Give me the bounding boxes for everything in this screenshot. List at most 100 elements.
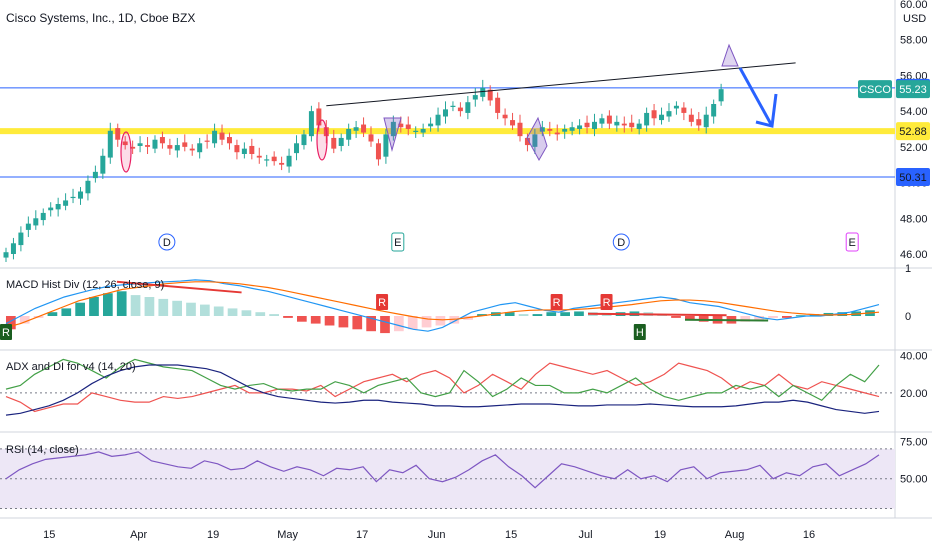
time-tick-label: Apr [130, 529, 147, 541]
candle-body [40, 212, 46, 221]
projection-arrow-head [755, 93, 778, 128]
macd-histogram-bar [671, 316, 681, 318]
last-price-tag: 55.23 [899, 84, 927, 96]
candle-body [450, 105, 456, 107]
candle-body [413, 130, 419, 132]
candle-body [644, 112, 650, 126]
macd-histogram-bar [89, 297, 99, 316]
rsi-line [5, 451, 880, 489]
candle-body [346, 129, 352, 140]
candle-body [375, 143, 381, 160]
candle-body [331, 137, 337, 149]
candle-body [167, 145, 173, 149]
projection-triangle [721, 43, 739, 67]
candle-body [398, 123, 404, 128]
time-tick-label: Jul [579, 529, 593, 541]
candle-body [226, 137, 232, 144]
candle-body [271, 156, 277, 162]
candle-body [435, 114, 441, 126]
candle-body [629, 122, 635, 128]
time-tick-label: 19 [207, 529, 219, 541]
adx-title[interactable]: ADX and DI for v4 (14, 20) [6, 361, 136, 373]
price-tick-label: 52.00 [900, 142, 928, 154]
macd-histogram-bar [158, 298, 169, 316]
symbol-title[interactable]: Cisco Systems, Inc., 1D, Cboe BZX [6, 11, 196, 25]
candle-body [428, 123, 434, 127]
macd-histogram-bar [698, 316, 709, 322]
candle-body [353, 127, 359, 131]
candle-body [48, 207, 54, 211]
candle-body [249, 145, 255, 154]
macd-histogram-bar [338, 316, 349, 328]
macd-histogram-bar [449, 316, 460, 324]
candle-body [681, 107, 687, 113]
candle-body [472, 95, 478, 100]
price-tick-label: 46.00 [900, 249, 928, 261]
time-tick-label: Jun [428, 529, 446, 541]
macd-tick-label: 1 [905, 263, 911, 275]
candle-body [673, 105, 679, 109]
trendline [326, 62, 796, 107]
rsi-title[interactable]: RSI (14, close) [6, 444, 79, 456]
candle-body [279, 162, 285, 165]
macd-histogram-bar [130, 295, 141, 316]
adx-tick-label: 20.00 [900, 388, 928, 400]
macd-histogram-bar [504, 312, 515, 316]
last-price-tag-box [896, 80, 930, 99]
macd-histogram-bar [213, 306, 224, 316]
axes: 60.0058.0056.0054.0052.0050.0048.0046.00… [43, 0, 930, 541]
dividend-marker-circle [158, 233, 176, 251]
candle-body [606, 115, 612, 124]
candle-body [234, 145, 240, 153]
candle-body [301, 134, 307, 146]
price-level-tag: 50.31 [899, 172, 927, 184]
candle-body [100, 155, 106, 174]
rsi-tick-label: 50.00 [900, 474, 928, 486]
candle-body [197, 143, 203, 153]
price-tick-label: 48.00 [900, 213, 928, 225]
macd-histogram-bar [352, 316, 363, 330]
currency-label: USD [903, 13, 926, 25]
candle-body [107, 130, 113, 158]
macd-histogram-bar [75, 302, 85, 316]
candle-body [338, 137, 344, 146]
divergence-signal: R [2, 327, 10, 339]
macd-histogram-bar [186, 302, 196, 316]
dividend-marker: D [163, 237, 171, 249]
candle-body [294, 143, 300, 154]
divergence-signal-box [376, 294, 389, 310]
candle-body [562, 129, 568, 132]
candle-body [3, 252, 9, 258]
macd-histogram-bar [6, 316, 16, 330]
divergence-signal-box [633, 324, 646, 340]
candle-body [524, 137, 530, 146]
time-tick-label: 15 [505, 529, 517, 541]
macd-histogram-bar [269, 314, 279, 316]
candle-body [174, 145, 180, 151]
macd-histogram-bar [227, 308, 238, 316]
candle-body [688, 114, 694, 122]
candle-body [368, 134, 374, 142]
dividend-marker-circle [612, 233, 630, 251]
candle-body [495, 97, 501, 113]
candle-body [18, 232, 24, 246]
macd-histogram-bar [297, 316, 307, 322]
dividend-marker: D [617, 237, 625, 249]
earnings-marker-box [845, 232, 859, 252]
candle-body [55, 204, 61, 210]
candle-body [85, 180, 91, 194]
projection-arrow [738, 67, 774, 127]
time-tick-label: Aug [725, 529, 745, 541]
macd-histogram-bar [255, 312, 266, 316]
candle-body [137, 143, 143, 146]
candle-body [182, 142, 188, 147]
candle-body [502, 114, 508, 119]
candle-body [621, 123, 627, 126]
macd-histogram-bar [47, 312, 58, 316]
macd-title[interactable]: MACD Hist Div (12, 26, close, 9) [6, 279, 165, 291]
price-level-tag-box [896, 122, 930, 141]
candle-body [539, 127, 545, 132]
earnings-marker-box [391, 232, 405, 252]
macd-histogram-bar [200, 304, 210, 316]
